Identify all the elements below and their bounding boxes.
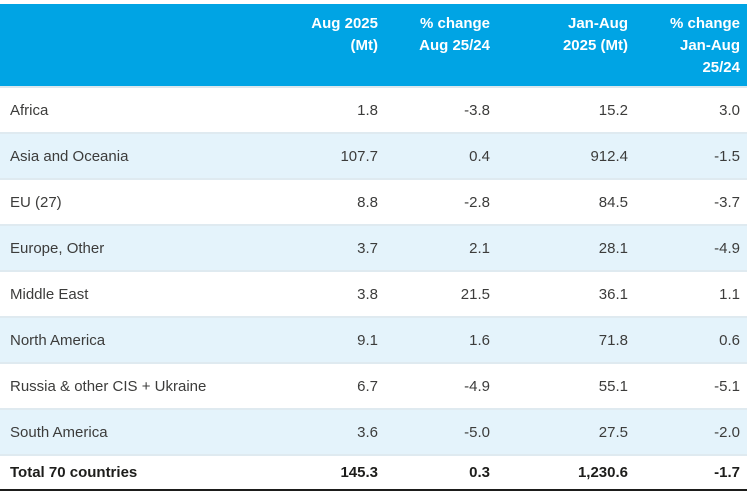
table-row-europe-other: Europe, Other 3.7 2.1 28.1 -4.9 <box>0 225 747 272</box>
value-cell: -2.8 <box>378 179 490 226</box>
value-cell: 3.7 <box>252 225 378 272</box>
header-cell-pct-change-aug: % change Aug 25/24 <box>378 4 490 88</box>
value-cell: 0.4 <box>378 133 490 180</box>
region-cell: South America <box>0 409 252 456</box>
region-cell: EU (27) <box>0 179 252 226</box>
region-cell: Africa <box>0 87 252 134</box>
value-cell: 107.7 <box>252 133 378 180</box>
value-cell: 27.5 <box>490 409 628 456</box>
production-table: Aug 2025 (Mt) % change Aug 25/24 Jan-Aug… <box>0 4 747 491</box>
value-cell: 912.4 <box>490 133 628 180</box>
value-cell: 8.8 <box>252 179 378 226</box>
total-value-cell: 1,230.6 <box>490 454 628 491</box>
table-row-russia-cis-ukraine: Russia & other CIS + Ukraine 6.7 -4.9 55… <box>0 363 747 410</box>
value-cell: 3.6 <box>252 409 378 456</box>
value-cell: 0.6 <box>628 317 747 364</box>
table-row-north-america: North America 9.1 1.6 71.8 0.6 <box>0 317 747 364</box>
value-cell: -5.0 <box>378 409 490 456</box>
table-row-middle-east: Middle East 3.8 21.5 36.1 1.1 <box>0 271 747 318</box>
region-cell: Asia and Oceania <box>0 133 252 180</box>
value-cell: 15.2 <box>490 87 628 134</box>
value-cell: 21.5 <box>378 271 490 318</box>
table-row-africa: Africa 1.8 -3.8 15.2 3.0 <box>0 87 747 134</box>
value-cell: 36.1 <box>490 271 628 318</box>
total-value-cell: 145.3 <box>252 454 378 491</box>
value-cell: 84.5 <box>490 179 628 226</box>
value-cell: 1.8 <box>252 87 378 134</box>
value-cell: 3.8 <box>252 271 378 318</box>
value-cell: 2.1 <box>378 225 490 272</box>
value-cell: -3.7 <box>628 179 747 226</box>
region-cell: Middle East <box>0 271 252 318</box>
table-header: Aug 2025 (Mt) % change Aug 25/24 Jan-Aug… <box>0 4 747 88</box>
value-cell: -3.8 <box>378 87 490 134</box>
header-cell-region <box>0 4 252 88</box>
value-cell: 71.8 <box>490 317 628 364</box>
header-cell-jan-aug-2025: Jan-Aug 2025 (Mt) <box>490 4 628 88</box>
total-label-cell: Total 70 countries <box>0 454 252 491</box>
value-cell: 55.1 <box>490 363 628 410</box>
value-cell: -1.5 <box>628 133 747 180</box>
value-cell: -4.9 <box>378 363 490 410</box>
header-cell-aug-2025: Aug 2025 (Mt) <box>252 4 378 88</box>
value-cell: 1.1 <box>628 271 747 318</box>
total-value-cell: -1.7 <box>628 454 747 491</box>
table-row-total: Total 70 countries 145.3 0.3 1,230.6 -1.… <box>0 454 747 491</box>
region-cell: North America <box>0 317 252 364</box>
value-cell: 3.0 <box>628 87 747 134</box>
table-row-eu-27: EU (27) 8.8 -2.8 84.5 -3.7 <box>0 179 747 226</box>
value-cell: -5.1 <box>628 363 747 410</box>
value-cell: 6.7 <box>252 363 378 410</box>
total-value-cell: 0.3 <box>378 454 490 491</box>
table-body: Africa 1.8 -3.8 15.2 3.0 Asia and Oceani… <box>0 87 747 491</box>
region-cell: Russia & other CIS + Ukraine <box>0 363 252 410</box>
header-cell-pct-change-jan-aug: % change Jan-Aug 25/24 <box>628 4 747 88</box>
value-cell: 9.1 <box>252 317 378 364</box>
value-cell: -4.9 <box>628 225 747 272</box>
table-row-south-america: South America 3.6 -5.0 27.5 -2.0 <box>0 409 747 456</box>
value-cell: 28.1 <box>490 225 628 272</box>
region-cell: Europe, Other <box>0 225 252 272</box>
header-row: Aug 2025 (Mt) % change Aug 25/24 Jan-Aug… <box>0 4 747 88</box>
value-cell: -2.0 <box>628 409 747 456</box>
value-cell: 1.6 <box>378 317 490 364</box>
table-row-asia-oceania: Asia and Oceania 107.7 0.4 912.4 -1.5 <box>0 133 747 180</box>
